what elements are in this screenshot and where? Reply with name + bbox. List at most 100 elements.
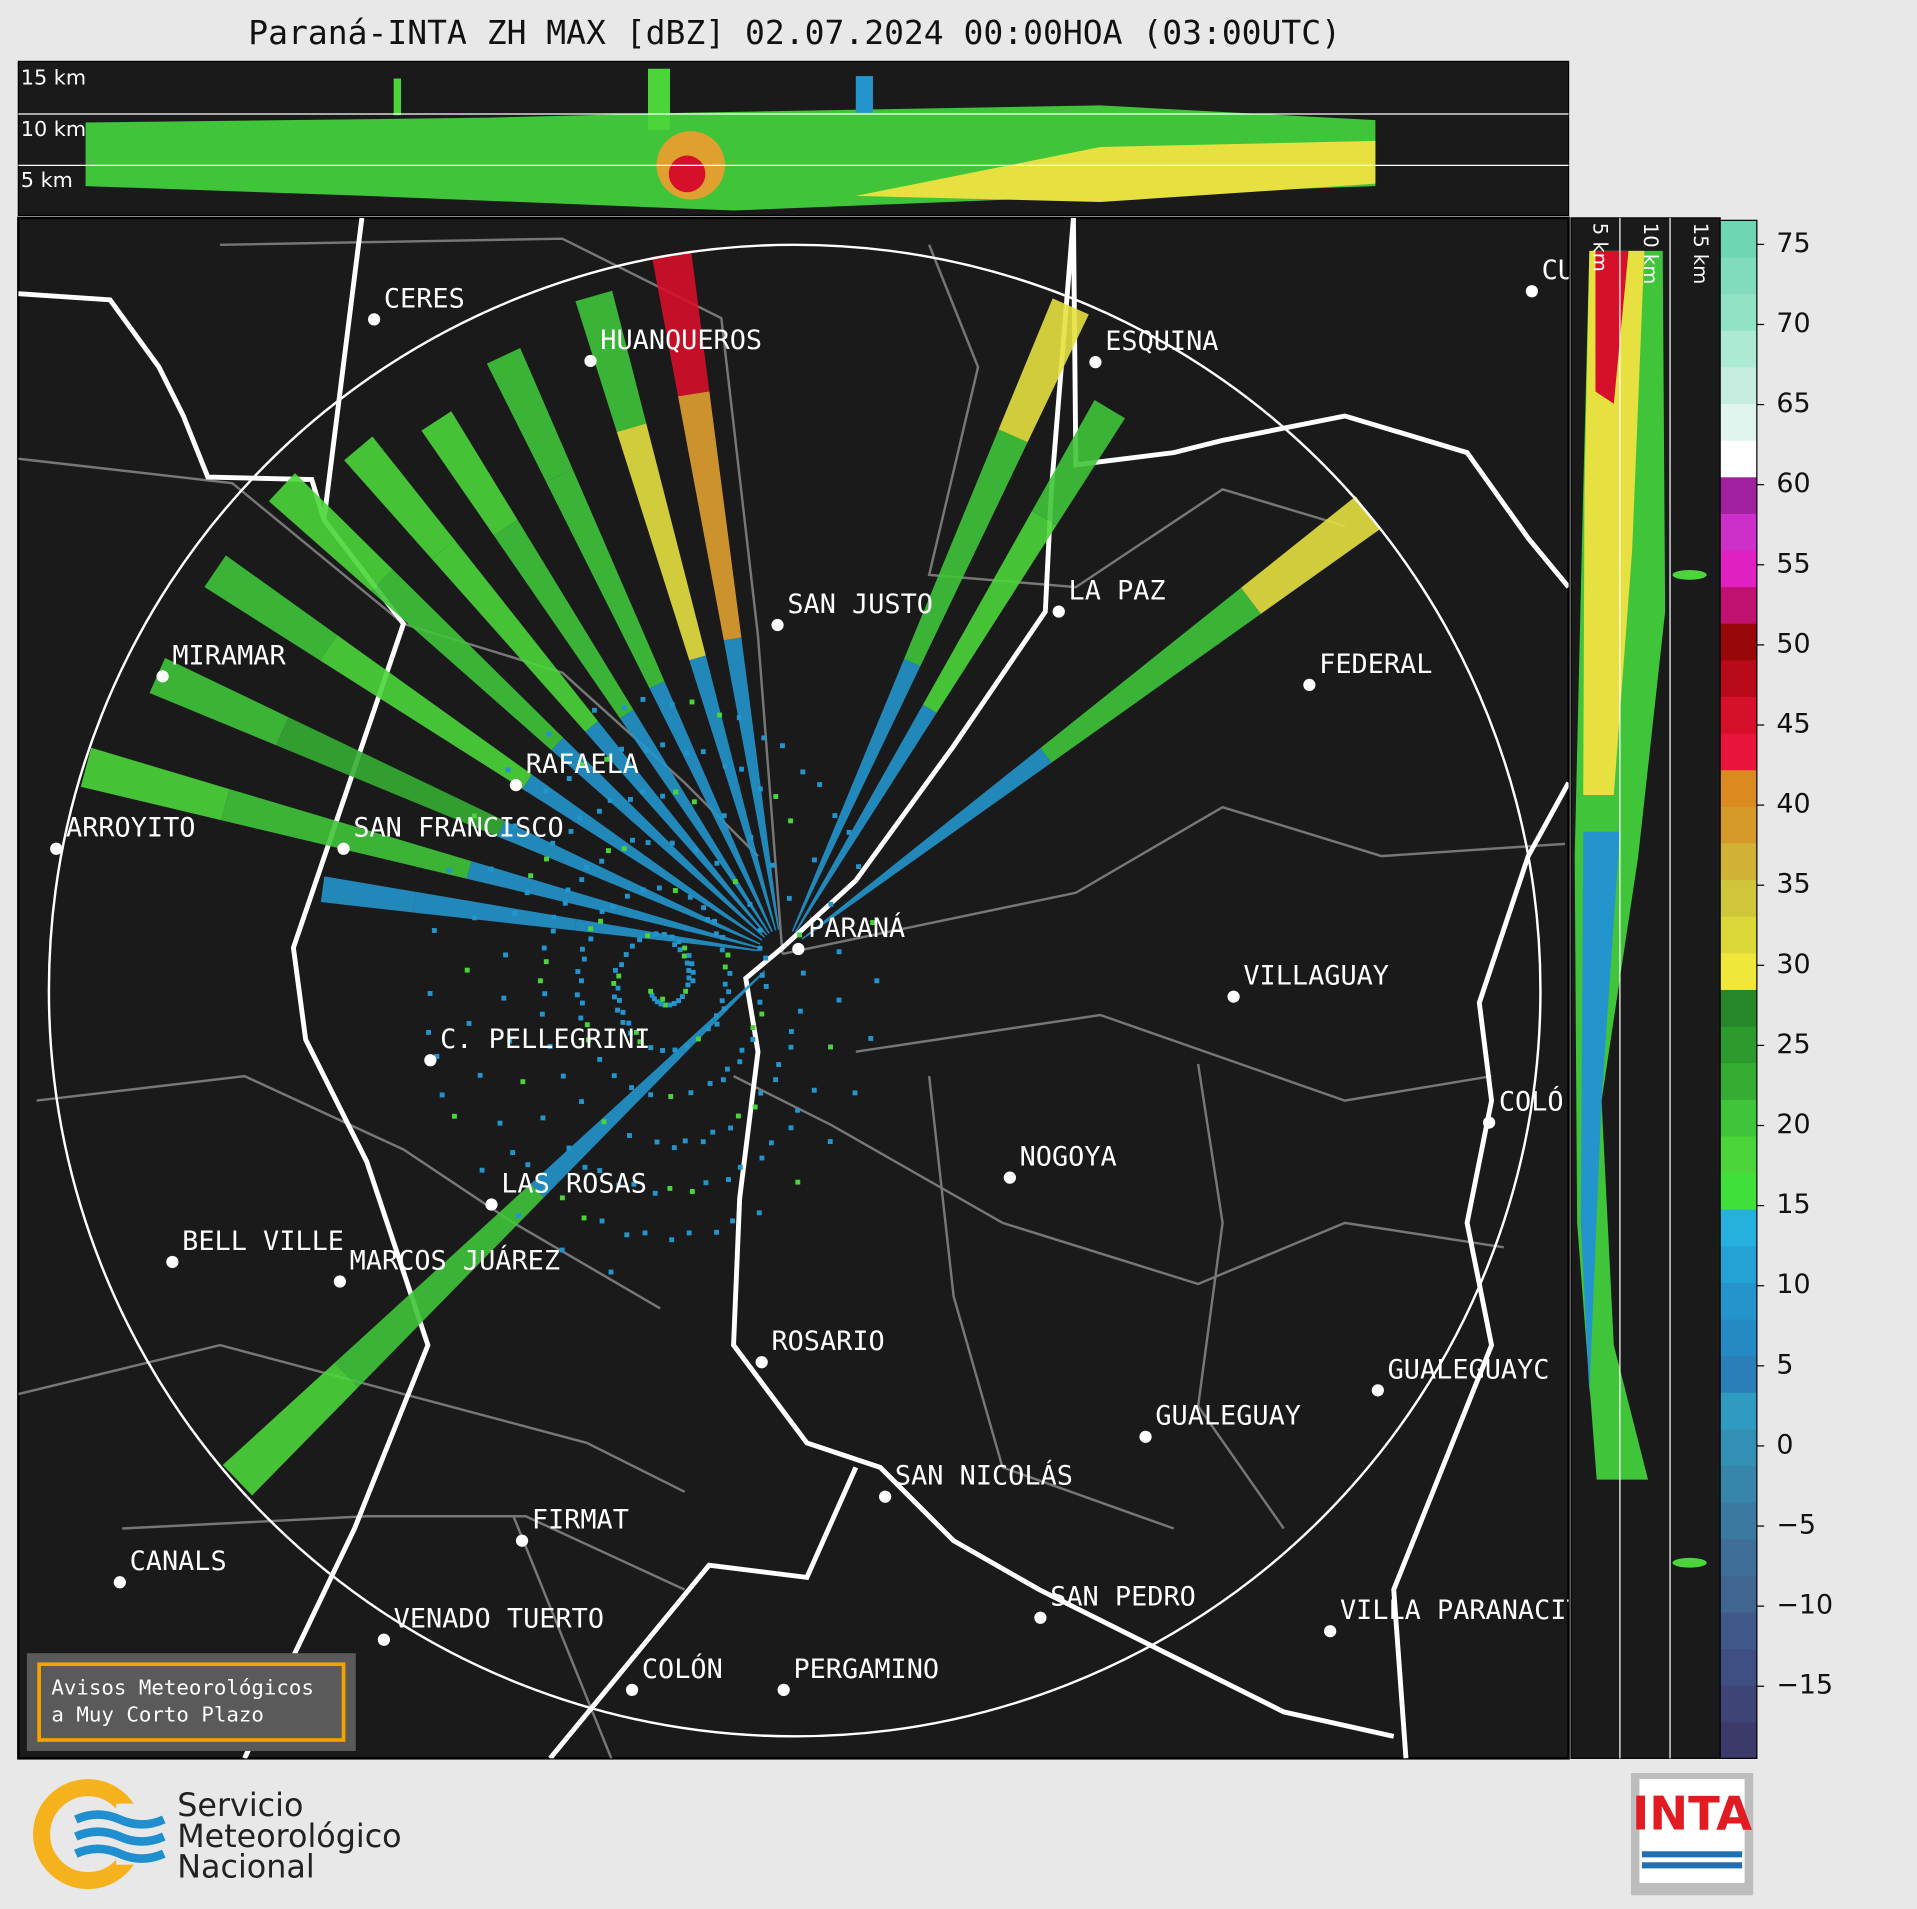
- colorbar-band: [1720, 1685, 1757, 1723]
- echo-ray: [998, 298, 1089, 443]
- echo-speck: [619, 962, 625, 968]
- colorbar-band: [1720, 256, 1757, 295]
- echo-speck: [788, 1044, 794, 1050]
- echo-speck: [512, 911, 518, 916]
- echo-speck: [684, 1043, 690, 1049]
- echo-speck: [676, 939, 682, 945]
- echo-speck: [562, 900, 568, 906]
- echo-speck: [575, 969, 581, 974]
- echo-speck: [668, 1094, 674, 1099]
- echo-speck: [672, 942, 678, 948]
- echo-speck: [773, 1077, 779, 1083]
- colorbar-band: [1720, 1538, 1757, 1576]
- colorbar-tick-label: 45: [1776, 708, 1810, 739]
- echo-speck: [550, 928, 556, 934]
- echo-speck: [630, 837, 635, 843]
- echo-speck: [585, 1037, 591, 1043]
- echo-ray: [493, 519, 634, 719]
- colorbar-band: [1720, 879, 1757, 917]
- colorbar-band: [1720, 1209, 1757, 1247]
- echo-speck: [686, 968, 692, 973]
- echo-speck: [560, 1073, 566, 1079]
- echo-speck: [713, 931, 719, 937]
- echo-speck: [737, 1164, 743, 1170]
- colorbar-tick-label: 75: [1776, 228, 1810, 259]
- echo-speck: [748, 834, 754, 840]
- echo-ray: [1241, 496, 1381, 614]
- city-label: CERES: [384, 283, 465, 314]
- echo-speck: [550, 840, 556, 846]
- echo-speck: [605, 848, 611, 854]
- echo-ray: [922, 510, 1057, 713]
- colorbar-tick-label: −15: [1776, 1670, 1833, 1701]
- echo-ray: [497, 820, 761, 945]
- echo-speck: [669, 934, 675, 940]
- city-dot: [1003, 1171, 1016, 1184]
- echo-speck: [604, 756, 610, 762]
- echo-speck: [542, 1187, 548, 1193]
- echo-speck: [797, 932, 803, 938]
- echo-speck: [700, 749, 706, 755]
- echo-ray: [221, 789, 472, 879]
- echo-speck: [667, 1185, 673, 1191]
- echo-speck: [757, 786, 763, 792]
- colorbar-band: [1720, 1611, 1757, 1650]
- echo-speck: [721, 813, 727, 819]
- echo-speck: [599, 1218, 605, 1224]
- echo-speck: [651, 996, 657, 1002]
- colorbar-band: [1720, 1502, 1757, 1540]
- city-dot: [1227, 990, 1240, 1003]
- echo-speck: [616, 1182, 622, 1188]
- echo-speck: [811, 1087, 817, 1093]
- colorbar-band: [1720, 586, 1757, 624]
- smn-text: Meteorológico: [177, 1819, 401, 1855]
- city-dot: [515, 1534, 529, 1547]
- echo-speck: [705, 1026, 711, 1032]
- echo-speck: [693, 847, 699, 853]
- echo-speck: [661, 931, 667, 937]
- echo-ray: [344, 436, 455, 559]
- echo-speck: [827, 1139, 833, 1144]
- echo-speck: [687, 894, 693, 900]
- colorbar-tick-label: 20: [1776, 1109, 1810, 1140]
- echo-speck: [717, 712, 723, 718]
- echo-speck: [852, 1090, 858, 1096]
- echo-speck: [758, 1090, 764, 1096]
- echo-speck: [451, 1113, 457, 1119]
- echo-speck: [566, 776, 572, 782]
- echo-speck: [671, 1145, 677, 1151]
- colorbar-tick-label: 15: [1776, 1189, 1810, 1220]
- colorbar-band: [1720, 1355, 1757, 1393]
- colorbar-tick-label: 70: [1776, 308, 1810, 339]
- echo-speck: [763, 955, 769, 961]
- echo-speck: [565, 887, 571, 893]
- echo-speck: [660, 742, 666, 748]
- colorbar-band: [1720, 769, 1757, 807]
- city-dot: [1034, 1611, 1047, 1624]
- echo-ray: [421, 411, 518, 536]
- echo-speck: [795, 1179, 801, 1185]
- echo-ray: [678, 391, 742, 641]
- colorbar-band: [1720, 1172, 1757, 1210]
- colorbar-tick-label: 50: [1776, 628, 1810, 659]
- echo-speck: [591, 707, 597, 713]
- echo-speck: [763, 983, 769, 989]
- city-label: LAS ROSAS: [501, 1168, 647, 1199]
- city-dot: [337, 842, 350, 855]
- echo-speck: [856, 864, 861, 870]
- city-dot: [777, 1683, 790, 1696]
- echo-speck: [612, 994, 617, 1000]
- echo-speck: [660, 996, 666, 1002]
- echo-speck: [620, 1019, 626, 1025]
- echo-speck: [431, 928, 437, 933]
- colorbar-tick-label: 30: [1776, 949, 1810, 980]
- echo-speck: [528, 873, 534, 879]
- echo-speck: [611, 981, 617, 986]
- echo-speck: [759, 1155, 765, 1161]
- notice-box: [26, 1653, 356, 1752]
- echo-speck: [713, 1013, 719, 1019]
- top-echo: [85, 68, 1376, 211]
- city-label: COLÓN: [642, 1653, 723, 1685]
- echo-speck: [788, 1029, 794, 1034]
